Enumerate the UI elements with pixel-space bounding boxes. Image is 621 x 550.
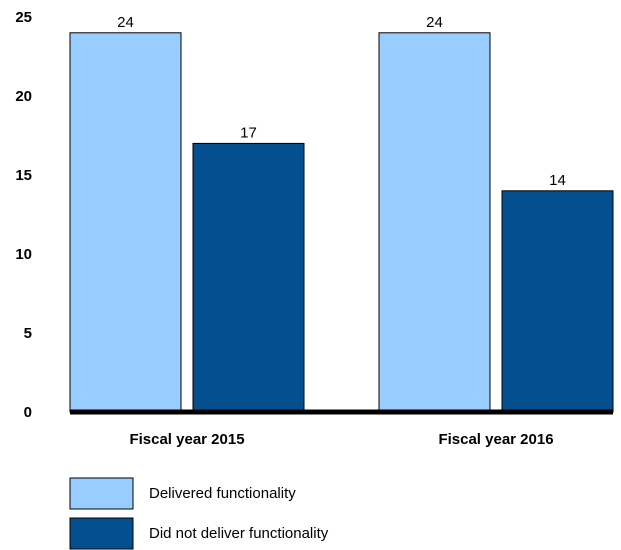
data-labels: 24 17 24 14 [117, 14, 566, 189]
x-category-label-1: Fiscal year 2015 [129, 431, 244, 448]
legend-swatch-delivered [69, 477, 134, 510]
bar-delivered-2 [378, 32, 491, 413]
data-label-not-delivered-1: 17 [240, 124, 257, 141]
bar-not-delivered-2 [501, 190, 614, 413]
legend-label-not-delivered: Did not deliver functionality [149, 525, 329, 542]
x-category-label-2: Fiscal year 2016 [438, 431, 553, 448]
legend: Delivered functionality Did not deliver f… [69, 477, 329, 550]
y-tick-label-20: 20 [15, 88, 32, 105]
x-axis-categories: Fiscal year 2015 Fiscal year 2016 [129, 431, 553, 448]
bars [69, 32, 614, 413]
data-label-delivered-1: 24 [117, 14, 134, 31]
y-axis-ticks: 0 5 10 15 20 25 [15, 9, 32, 421]
data-label-delivered-2: 24 [426, 14, 443, 31]
legend-swatch-not-delivered [69, 517, 134, 550]
y-tick-label-5: 5 [24, 325, 32, 342]
y-tick-label-10: 10 [15, 246, 32, 263]
legend-label-delivered: Delivered functionality [149, 485, 296, 502]
bar-not-delivered-1 [192, 142, 305, 413]
data-label-not-delivered-2: 14 [549, 172, 566, 189]
bar-delivered-1 [69, 32, 182, 413]
y-tick-label-0: 0 [24, 404, 32, 421]
y-tick-label-15: 15 [15, 167, 32, 184]
y-tick-label-25: 25 [15, 9, 32, 26]
